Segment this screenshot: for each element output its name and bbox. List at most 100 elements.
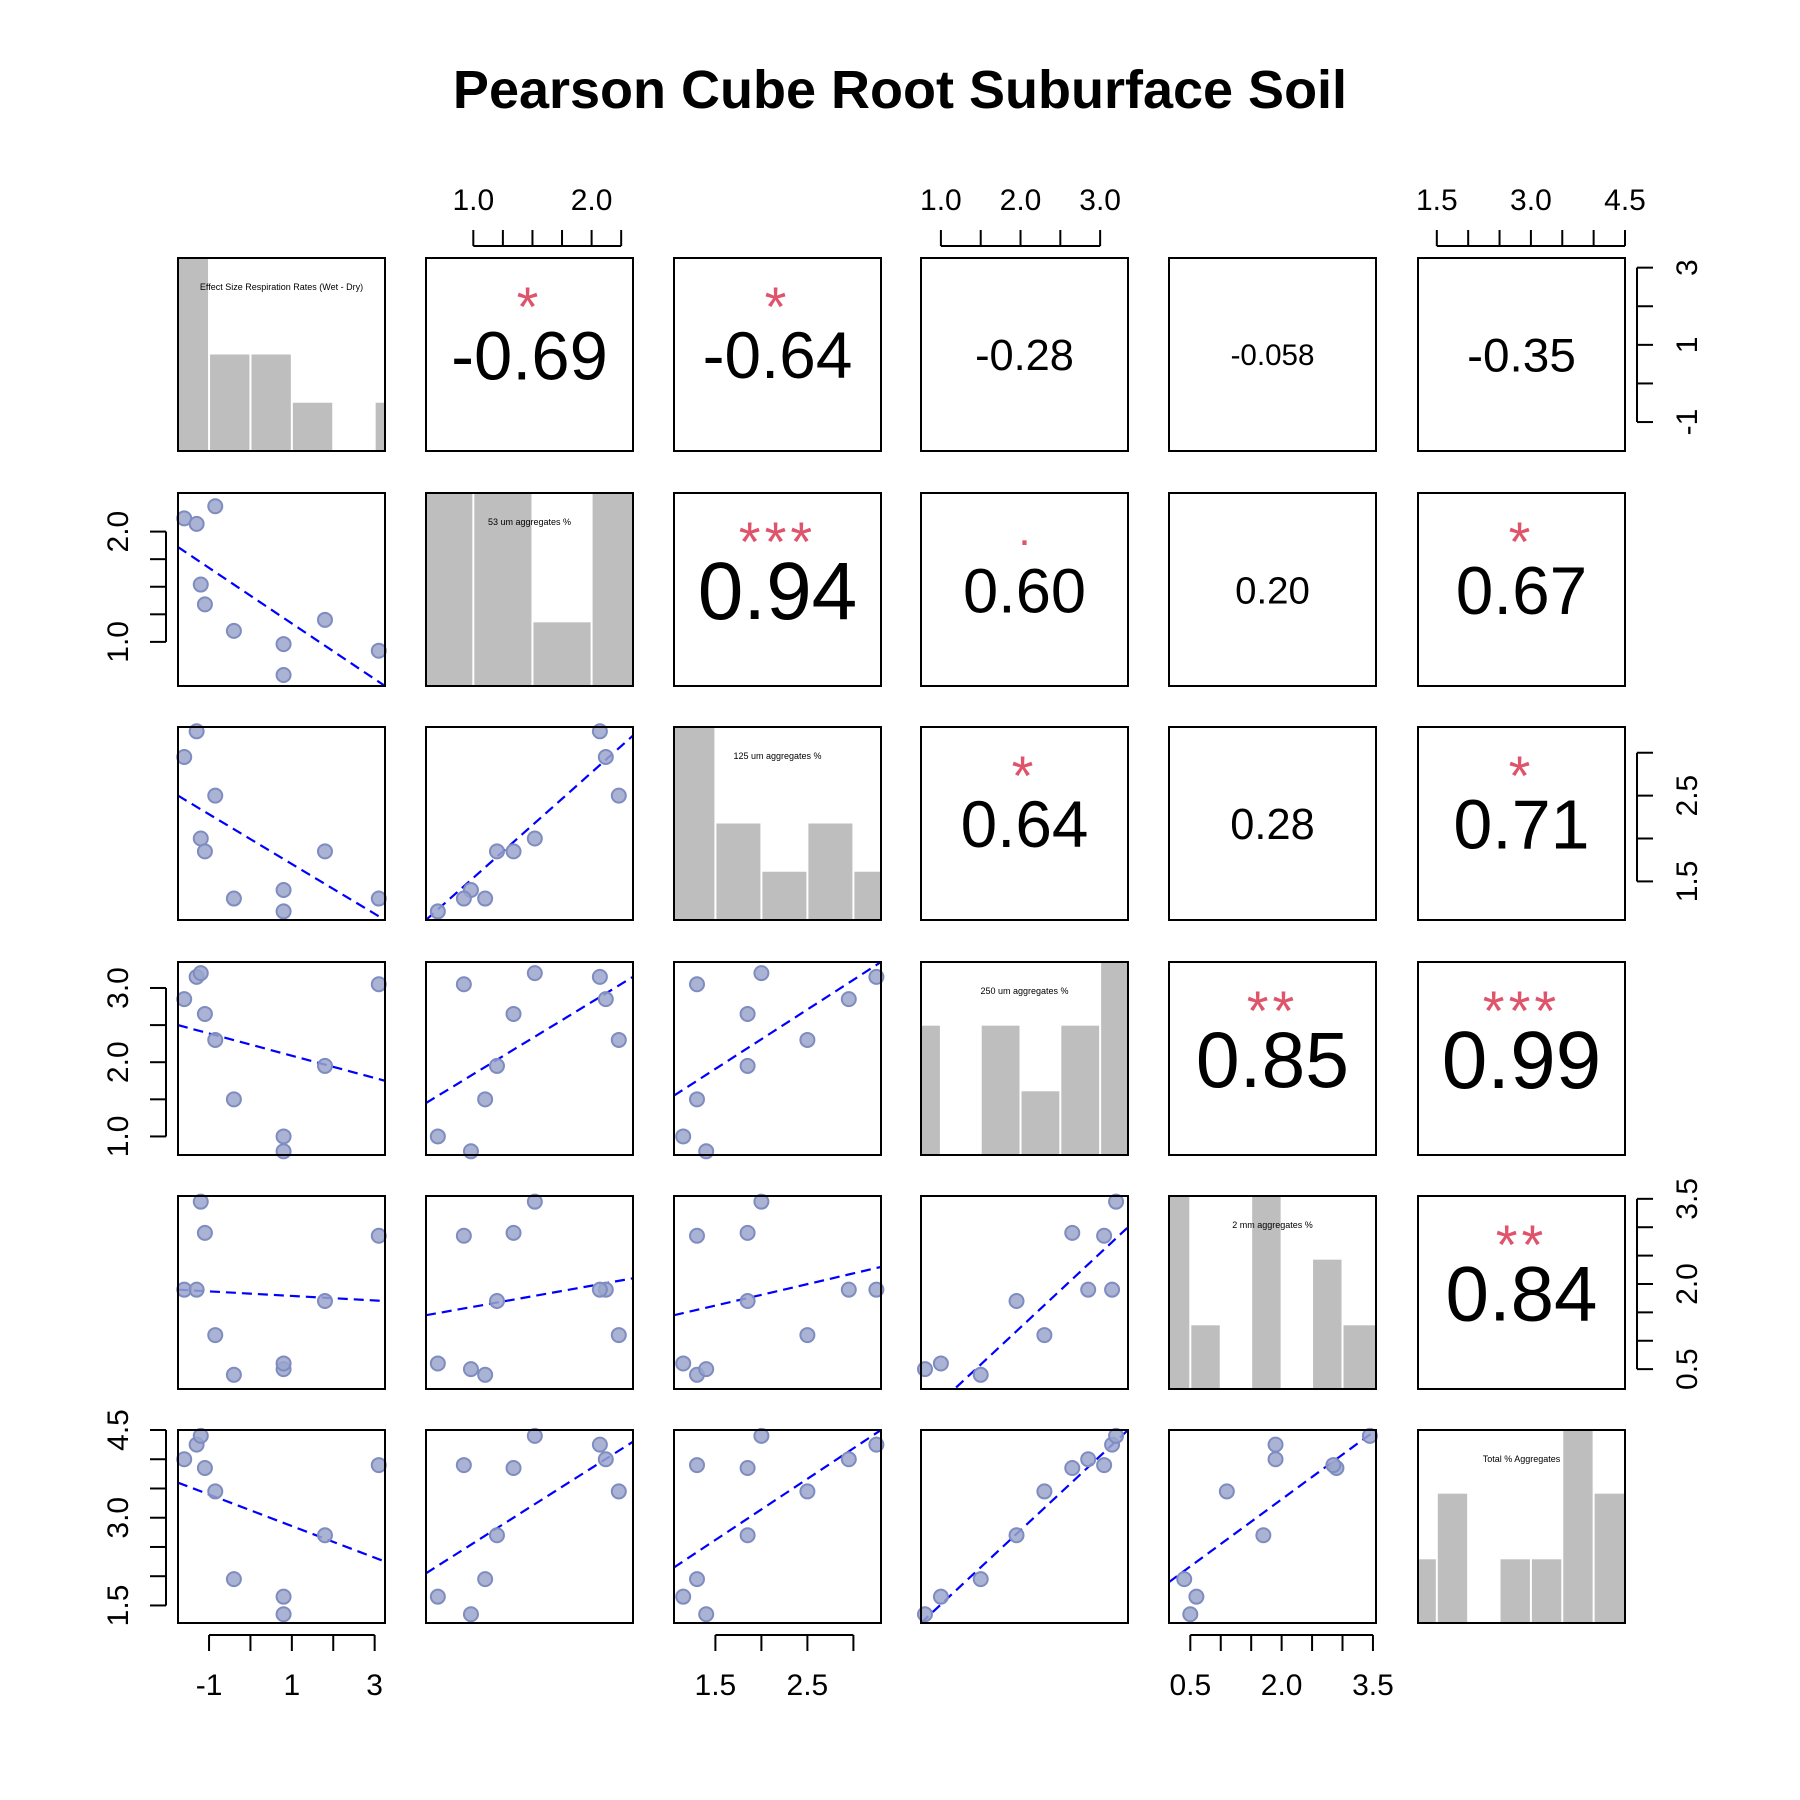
axis-tick-label-bottom-2-1: 2.5 <box>787 1669 829 1702</box>
scatter-point-3-1-7 <box>429 1128 446 1145</box>
scatter-point-4-2-9 <box>689 1227 705 1244</box>
axis-tick-label-top-5-0: 1.5 <box>1416 184 1458 217</box>
scatter-point-4-3-4 <box>1036 1327 1053 1344</box>
axis-tick-label-top-5-1: 3.0 <box>1510 184 1552 217</box>
panel-border-0-2 <box>673 257 882 452</box>
scatter-point-5-1-5 <box>477 1571 494 1588</box>
axis-tick-label-bottom-0-1: 1 <box>284 1669 301 1702</box>
histogram-bar-3-3 <box>1061 1025 1100 1155</box>
scatter-point-4-3-1 <box>1104 1281 1121 1298</box>
panel-border-0-0 <box>177 257 386 452</box>
scatter-point-3-2-3 <box>739 1005 756 1022</box>
scatter-point-3-2-7 <box>675 1128 692 1145</box>
panel-border-5-2 <box>673 1429 882 1624</box>
scatter-point-5-0-9 <box>370 1457 387 1474</box>
scatter-point-5-3-2 <box>1108 1427 1125 1444</box>
histogram-bar-5-3 <box>1531 1559 1562 1623</box>
scatter-point-5-1-9 <box>455 1457 472 1474</box>
correlation-value-2-4: 0.28 <box>1230 801 1314 849</box>
scatter-point-2-1-4 <box>610 787 627 804</box>
axis-tick-label-left-5-0: 1.5 <box>102 1585 135 1627</box>
histogram-bar-0-2 <box>251 354 291 451</box>
scatter-point-2-0-7 <box>275 903 292 920</box>
scatter-point-5-3-9 <box>1096 1457 1113 1474</box>
scatter-point-3-0-9 <box>370 976 387 993</box>
axis-tick-label-bottom-2-0: 1.5 <box>695 1669 737 1702</box>
scatter-point-5-1-6 <box>462 1606 479 1623</box>
axis-tick-label-top-1-0: 1.0 <box>452 184 494 217</box>
panel-border-1-5 <box>1417 492 1626 687</box>
scatter-point-2-0-4 <box>207 787 224 804</box>
axis-tick-label-right-2-0: 1.5 <box>1671 861 1704 903</box>
scatter-point-5-3-8 <box>1008 1527 1025 1544</box>
panel-border-2-4 <box>1168 726 1377 921</box>
scatter-point-4-3-5 <box>972 1366 989 1383</box>
fit-line-2-0 <box>178 794 385 920</box>
correlation-value-3-4: 0.85 <box>1196 1016 1349 1104</box>
correlation-value-0-1: -0.69 <box>451 317 608 394</box>
axis-tick-label-bottom-0-0: -1 <box>196 1669 223 1702</box>
scatter-point-2-0-6 <box>275 881 292 898</box>
scatter-point-3-2-0 <box>840 991 857 1008</box>
axis-tick-label-bottom-0-2: 3 <box>366 1669 383 1702</box>
scatter-point-1-0-2 <box>192 576 209 593</box>
scatter-point-5-1-8 <box>488 1527 505 1544</box>
scatter-point-5-4-8 <box>1255 1527 1272 1544</box>
scatter-point-5-3-3 <box>1064 1460 1081 1477</box>
scatter-point-3-0-3 <box>196 1005 213 1022</box>
scatter-point-5-2-4 <box>799 1483 816 1500</box>
fit-line-4-2 <box>674 1265 881 1317</box>
axis-tick-label-top-5-2: 4.5 <box>1604 184 1646 217</box>
axis-tick-label-bottom-4-2: 3.5 <box>1352 1669 1394 1702</box>
scatter-point-1-0-9 <box>370 642 387 659</box>
panel-border-5-5 <box>1417 1429 1626 1624</box>
scatter-point-5-3-5 <box>972 1571 989 1588</box>
chart-title: Pearson Cube Root Suburface Soil <box>453 60 1347 120</box>
axis-tick-label-top-1-1: 2.0 <box>571 184 613 217</box>
axis-tick-label-left-3-2: 3.0 <box>102 967 135 1009</box>
significance-stars-1-5: * <box>1509 510 1535 573</box>
panel-border-3-4 <box>1168 961 1377 1156</box>
significance-stars-2-5: * <box>1509 744 1535 807</box>
scatter-point-5-2-0 <box>840 1451 857 1468</box>
scatter-point-5-2-7 <box>675 1588 692 1605</box>
histogram-bar-2-2 <box>762 871 807 920</box>
significance-stars-1-2: *** <box>739 510 816 573</box>
panel-border-3-1 <box>425 961 634 1156</box>
axis-tick-label-right-4-1: 2.0 <box>1671 1263 1704 1305</box>
histogram-bar-3-2 <box>1021 1091 1060 1155</box>
fit-line-5-3 <box>921 1430 1128 1623</box>
histogram-bar-5-2 <box>1500 1559 1530 1623</box>
correlation-value-1-4: 0.20 <box>1235 569 1310 612</box>
scatter-point-2-0-8 <box>316 843 333 860</box>
scatter-point-4-0-1 <box>188 1281 205 1298</box>
axis-tick-label-right-0-1: 1 <box>1671 337 1704 354</box>
correlation-value-3-5: 0.99 <box>1442 1015 1602 1106</box>
scatter-point-5-2-3 <box>739 1460 756 1477</box>
scatter-point-5-0-5 <box>225 1571 242 1588</box>
scatter-point-5-2-8 <box>739 1527 756 1544</box>
panel-grid: Effect Size Respiration Rates (Wet - Dry… <box>102 184 1704 1702</box>
histogram-bar-4-0 <box>1170 1196 1190 1389</box>
scatter-point-3-0-6 <box>275 1143 292 1160</box>
scatter-point-4-2-2 <box>753 1193 770 1210</box>
scatter-point-4-3-7 <box>932 1355 949 1372</box>
scatter-point-4-2-1 <box>868 1281 885 1298</box>
scatter-point-3-0-8 <box>316 1057 333 1074</box>
diagonal-label-4: 2 mm aggregates % <box>1232 1220 1313 1230</box>
scatter-point-2-0-3 <box>196 843 213 860</box>
correlation-value-0-5: -0.35 <box>1467 330 1576 383</box>
histogram-bar-1-3 <box>592 493 632 686</box>
scatter-point-4-0-7 <box>275 1355 292 1372</box>
axis-tick-label-top-3-0: 1.0 <box>920 184 962 217</box>
scatter-point-5-4-1 <box>1267 1436 1284 1453</box>
histogram-bar-5-4 <box>1563 1430 1593 1623</box>
scatter-point-4-1-8 <box>488 1293 505 1310</box>
scatter-point-5-0-0 <box>176 1451 193 1468</box>
scatter-point-2-0-0 <box>176 749 193 766</box>
scatter-point-2-0-2 <box>192 830 209 847</box>
scatter-point-4-0-9 <box>370 1227 387 1244</box>
correlation-value-2-3: 0.64 <box>961 788 1089 861</box>
histogram-bar-3-4 <box>1101 962 1127 1155</box>
correlation-value-1-2: 0.94 <box>698 546 858 637</box>
